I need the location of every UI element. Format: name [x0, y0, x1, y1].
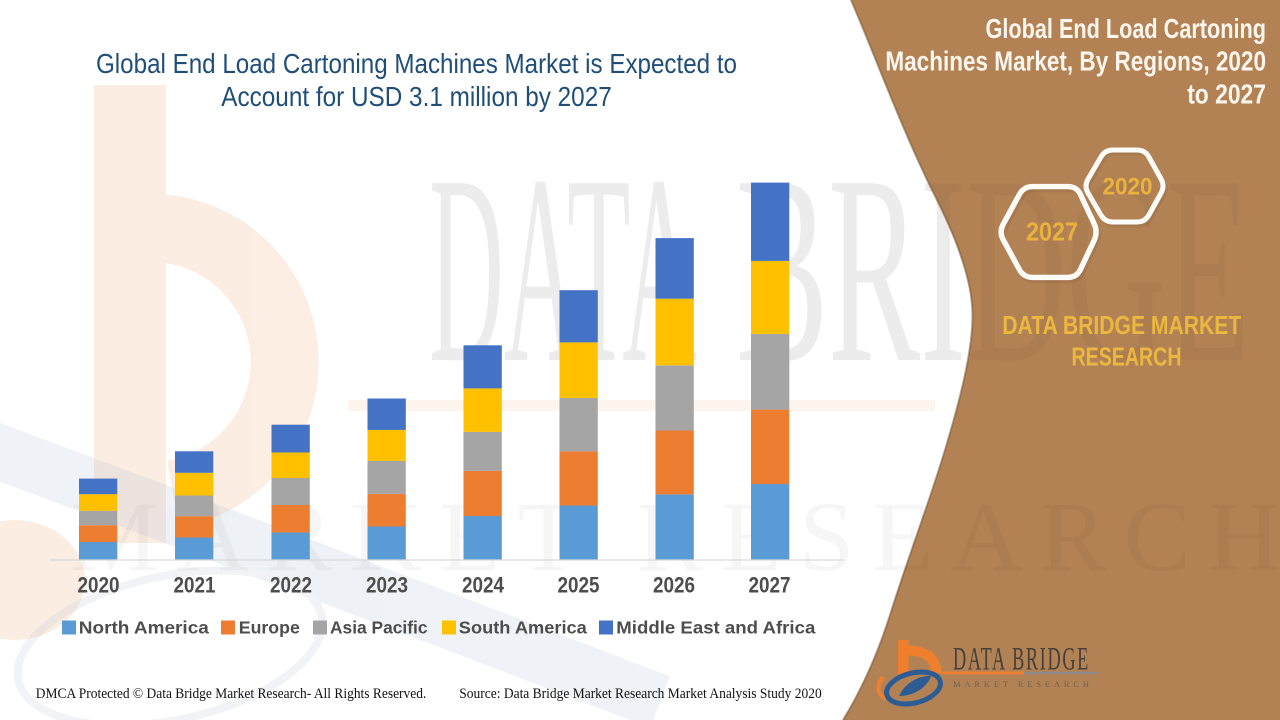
svg-text:2021: 2021: [174, 573, 216, 598]
svg-text:South America: South America: [459, 618, 587, 638]
svg-text:2020: 2020: [78, 573, 120, 598]
svg-text:2024: 2024: [462, 573, 505, 598]
svg-text:RESEARCH: RESEARCH: [1072, 344, 1182, 372]
svg-text:Europe: Europe: [239, 618, 300, 638]
svg-text:to 2027: to 2027: [1187, 79, 1266, 110]
svg-text:2025: 2025: [558, 573, 600, 598]
svg-text:DMCA Protected © Data Bridge M: DMCA Protected © Data Bridge Market Rese…: [36, 686, 427, 702]
svg-text:North America: North America: [79, 618, 209, 638]
svg-text:DATA BRIDGE: DATA BRIDGE: [953, 642, 1090, 678]
svg-text:Global End Load Cartoning Mach: Global End Load Cartoning Machines Marke…: [96, 48, 737, 79]
svg-text:MARKET RESEARCH: MARKET RESEARCH: [953, 679, 1089, 689]
svg-text:Asia Pacific: Asia Pacific: [330, 618, 428, 638]
svg-text:2027: 2027: [749, 573, 791, 598]
svg-text:Account for USD 3.1 million by: Account for USD 3.1 million by 2027: [221, 81, 612, 112]
svg-text:Middle East and Africa: Middle East and Africa: [616, 618, 815, 638]
svg-text:Machines Market, By Regions, 2: Machines Market, By Regions, 2020: [885, 46, 1266, 77]
svg-text:2027: 2027: [1026, 219, 1078, 247]
svg-text:2026: 2026: [653, 573, 695, 598]
svg-text:DATA BRIDGE MARKET: DATA BRIDGE MARKET: [1002, 312, 1241, 340]
svg-text:Source: Data Bridge Market Res: Source: Data Bridge Market Research Mark…: [459, 686, 821, 702]
svg-text:Global End Load Cartoning: Global End Load Cartoning: [986, 13, 1267, 44]
svg-text:2023: 2023: [366, 573, 408, 598]
svg-text:2022: 2022: [270, 573, 312, 598]
svg-text:2020: 2020: [1103, 174, 1153, 201]
